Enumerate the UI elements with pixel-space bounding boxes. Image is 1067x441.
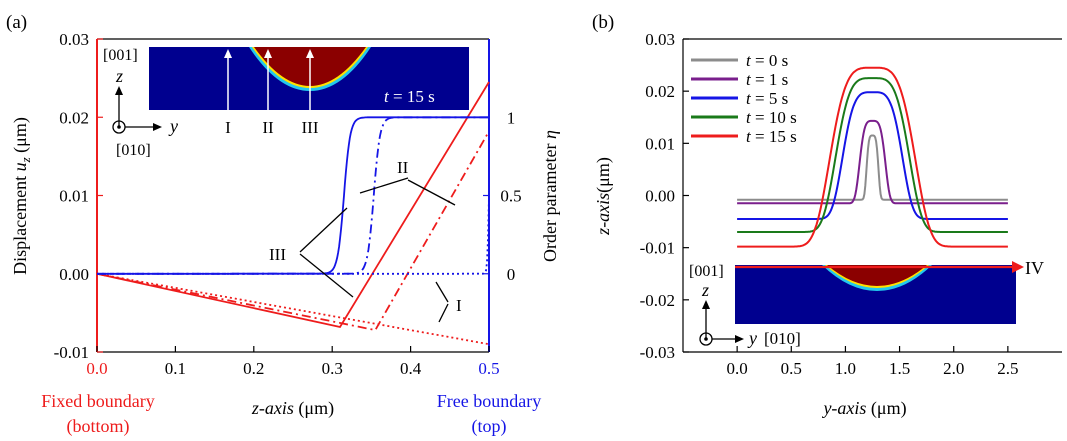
y-left-tick-label: 0.00 <box>59 265 89 284</box>
y-tick-label: -0.02 <box>640 291 675 310</box>
y-tick-label: 0.00 <box>645 187 675 206</box>
annotation-II-arrow-1 <box>359 177 409 194</box>
inset-b-marker-IV: IV <box>1025 258 1044 278</box>
legend-label-t10: t = 10 s <box>746 108 797 127</box>
legend-label-t1: t = 1 s <box>746 70 788 89</box>
uz-line-II <box>96 130 490 332</box>
x-tick-label: 2.5 <box>997 359 1018 378</box>
x-tick-label: 0.0 <box>86 359 107 378</box>
panel-a-ylabel-right: Order parameter η <box>540 130 560 262</box>
annotation-III: III <box>269 245 286 264</box>
legend-label-t0: t = 0 s <box>746 51 788 70</box>
x-tick-label: 1.5 <box>889 359 910 378</box>
eta-line-III <box>97 116 489 275</box>
y-left-tick-label: 0.03 <box>59 30 89 49</box>
inset-b-axis-z: z <box>701 280 709 300</box>
uz-line-III <box>96 81 490 329</box>
x-tick-label: 0.5 <box>781 359 802 378</box>
panel-a-series <box>96 81 490 346</box>
panel-a-inset: t = 15 s I II III [001] z y [010] <box>103 47 469 159</box>
panel-a-xlabel: z-axis (μm) <box>251 398 334 419</box>
eta-line-I <box>97 195 490 275</box>
inset-b-dir-z: [001] <box>689 263 724 280</box>
inset-a-dir-z: [001] <box>103 47 138 64</box>
free-boundary-sublabel: (top) <box>472 416 507 437</box>
y-tick-label: -0.03 <box>640 343 675 362</box>
panel-b-series <box>737 66 1008 248</box>
annotation-I-arrow-1 <box>435 281 449 303</box>
uz-line-I <box>96 272 490 346</box>
inset-b-line-IV-arrowhead <box>1012 261 1024 273</box>
y-right-tick-label: 1 <box>507 108 516 127</box>
panel-b-label: (b) <box>592 12 614 33</box>
x-tick-label: 0.3 <box>322 359 343 378</box>
legend-label-t5: t = 5 s <box>746 89 788 108</box>
inset-a-axis-z: z <box>115 66 123 86</box>
inset-a-arrowhead-I <box>224 49 232 58</box>
x-tick-label: 2.0 <box>943 359 964 378</box>
y-tick-label: 0.01 <box>645 134 675 153</box>
panel-b-legend: t = 0 st = 1 st = 5 st = 10 st = 15 s <box>691 51 797 146</box>
inset-b-precipitate <box>827 265 927 286</box>
panel-b-ticks: 0.0 0.5 1.0 1.5 2.0 2.5 -0.03 -0.02 -0.01 0.00 0.0… <box>640 30 1019 378</box>
y-right-tick-label: 0.5 <box>500 187 521 206</box>
profile-line-t5 <box>737 91 1008 220</box>
annotation-II-arrow-2 <box>407 179 456 206</box>
panel-b-ylabel: z-axis(μm) <box>593 157 614 236</box>
inset-b-axis-y: y <box>747 328 757 348</box>
inset-b-y-arrowhead <box>735 335 744 343</box>
free-boundary-label: Free boundary <box>437 391 541 411</box>
annotation-II: II <box>397 158 409 177</box>
inset-a-x-out-dot <box>117 125 121 129</box>
fixed-boundary-label: Fixed boundary <box>41 391 154 411</box>
inset-a-arrowhead-III <box>306 49 314 58</box>
eta-line-II <box>97 116 489 275</box>
panel-a-annotations: III II I <box>269 158 462 323</box>
x-tick-label: 0.1 <box>165 359 186 378</box>
y-tick-label: -0.01 <box>640 239 675 258</box>
inset-a-axis-y: y <box>168 116 178 136</box>
x-tick-label: 0.5 <box>478 359 499 378</box>
inset-b-x-out-dot <box>704 337 708 341</box>
profile-line-t0 <box>737 134 1008 201</box>
x-tick-label: 0.4 <box>400 359 422 378</box>
inset-a-markers: I II III <box>224 49 319 137</box>
panel-b-xlabel: y-axis (μm) <box>821 398 906 419</box>
y-left-tick-label: 0.01 <box>59 187 89 206</box>
panel-b-inset: IV [001] z y [010] <box>689 258 1044 348</box>
x-tick-label: 0.2 <box>243 359 264 378</box>
inset-a-z-arrowhead <box>115 86 123 95</box>
annotation-I: I <box>456 296 462 315</box>
legend-label-t15: t = 15 s <box>746 127 797 146</box>
y-left-tick-label: -0.01 <box>54 343 89 362</box>
panel-a-label: (a) <box>6 12 27 33</box>
annotation-III-arrow-2 <box>299 253 354 298</box>
inset-b-dir-y: [010] <box>764 329 801 348</box>
y-tick-label: 0.02 <box>645 82 675 101</box>
annotation-I-arrow-2 <box>438 303 449 323</box>
inset-a-arrowhead-II <box>264 49 272 58</box>
inset-a-marker-I: I <box>225 118 231 137</box>
inset-a-marker-II: II <box>262 118 274 137</box>
profile-line-t15 <box>737 66 1008 248</box>
panel-a-ylabel-left: Displacement uz (μm) <box>10 117 33 275</box>
x-tick-label: 0.0 <box>727 359 748 378</box>
inset-b-z-arrowhead <box>702 300 710 309</box>
annotation-III-arrow-1 <box>299 207 348 253</box>
inset-a-caption: t = 15 s <box>384 87 435 106</box>
fixed-boundary-sublabel: (bottom) <box>67 416 130 437</box>
profile-line-t1 <box>737 119 1008 205</box>
profile-line-t10 <box>737 77 1008 233</box>
y-tick-label: 0.03 <box>645 30 675 49</box>
inset-a-y-arrowhead <box>153 123 162 131</box>
y-right-tick-label: 0 <box>507 265 516 284</box>
inset-a-marker-III: III <box>302 118 319 137</box>
inset-a-dir-y: [010] <box>116 142 151 159</box>
x-tick-label: 1.0 <box>835 359 856 378</box>
y-left-tick-label: 0.02 <box>59 108 89 127</box>
